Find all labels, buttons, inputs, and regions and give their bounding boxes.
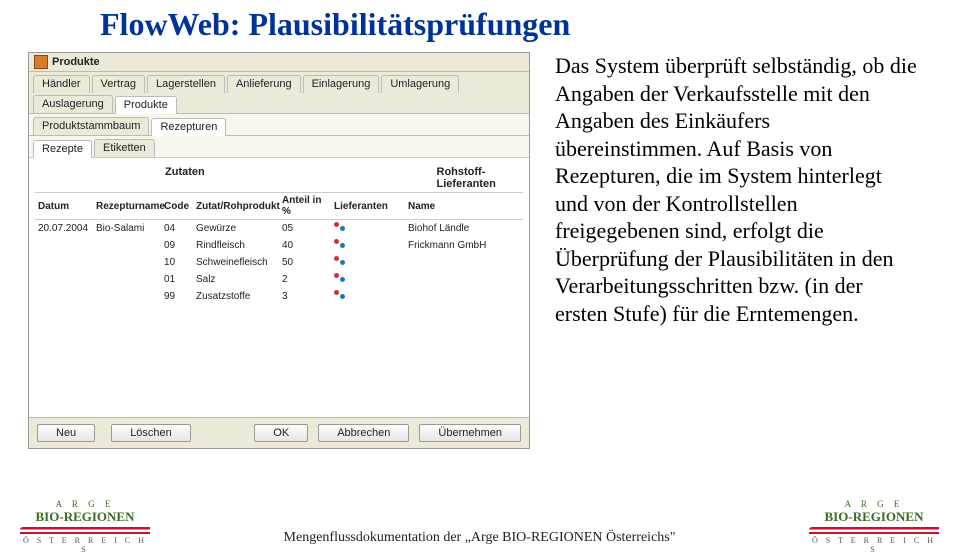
tab-row-main: HändlerVertragLagerstellenAnlieferungEin… (29, 72, 529, 114)
ok-button[interactable]: OK (254, 424, 308, 442)
cell-lieferant-name: Biohof Ländle (405, 220, 523, 238)
supplier-icon (334, 256, 346, 266)
section-label-lieferanten: Rohstoff-Lieferanten (433, 164, 523, 192)
cell-lieferant-name (405, 288, 523, 305)
logo-left: A R G E BIO-REGIONEN Ö S T E R R E I C H… (20, 499, 150, 554)
cell-datum (35, 288, 93, 305)
tab-produkte[interactable]: Produkte (115, 96, 177, 114)
cell-code: 10 (161, 254, 193, 271)
supplier-icon (334, 239, 346, 249)
app-window-title: Produkte (52, 56, 100, 68)
cell-lieferant-name (405, 254, 523, 271)
tab-row-sub2: RezepteEtiketten (29, 136, 529, 158)
cell-anteil: 3 (279, 288, 331, 305)
tab-rezepte[interactable]: Rezepte (33, 140, 92, 158)
tab-händler[interactable]: Händler (33, 75, 90, 93)
cell-datum (35, 237, 93, 254)
cell-datum (35, 271, 93, 288)
neu-button[interactable]: Neu (37, 424, 95, 442)
uebernehmen-button[interactable]: Übernehmen (419, 424, 521, 442)
table-row[interactable]: 10Schweinefleisch50 (35, 254, 523, 271)
supplier-icon (334, 222, 346, 232)
tab-einlagerung[interactable]: Einlagerung (303, 75, 380, 93)
app-icon (34, 55, 48, 69)
col-header: Zutat/Rohprodukt (193, 193, 279, 220)
section-label-zutaten: Zutaten (35, 164, 433, 192)
recipe-table: DatumRezepturnameCodeZutat/RohproduktAnt… (35, 192, 523, 305)
col-header: Datum (35, 193, 93, 220)
loeschen-button[interactable]: Löschen (111, 424, 191, 442)
cell-anteil: 2 (279, 271, 331, 288)
supplier-icon (334, 273, 346, 283)
cell-rezepturname (93, 271, 161, 288)
button-bar: Neu Löschen OK Abbrechen Übernehmen (29, 417, 529, 448)
cell-zutat: Schweinefleisch (193, 254, 279, 271)
cell-lieferanten-icon[interactable] (331, 271, 387, 288)
cell-code: 09 (161, 237, 193, 254)
supplier-icon (334, 290, 346, 300)
cell-lieferanten-icon[interactable] (331, 220, 387, 238)
table-row[interactable]: 99Zusatzstoffe3 (35, 288, 523, 305)
cell-rezepturname (93, 288, 161, 305)
col-header: Code (161, 193, 193, 220)
cell-lieferanten-icon[interactable] (331, 237, 387, 254)
cell-zutat: Rindfleisch (193, 237, 279, 254)
cell-anteil: 40 (279, 237, 331, 254)
logo-right: A R G E BIO-REGIONEN Ö S T E R R E I C H… (809, 499, 939, 554)
tab-row-sub1: ProduktstammbaumRezepturen (29, 114, 529, 136)
tab-vertrag[interactable]: Vertrag (92, 75, 145, 93)
cell-rezepturname (93, 237, 161, 254)
col-header: Name (405, 193, 523, 220)
cell-spacer (387, 237, 405, 254)
cell-lieferant-name (405, 271, 523, 288)
table-row[interactable]: 09Rindfleisch40 Frickmann GmbH (35, 237, 523, 254)
tab-umlagerung[interactable]: Umlagerung (381, 75, 459, 93)
cell-code: 99 (161, 288, 193, 305)
cell-spacer (387, 271, 405, 288)
col-header: Anteil in % (279, 193, 331, 220)
col-header (387, 193, 405, 220)
cell-lieferanten-icon[interactable] (331, 254, 387, 271)
cell-code: 01 (161, 271, 193, 288)
tab-lagerstellen[interactable]: Lagerstellen (147, 75, 225, 93)
cell-spacer (387, 220, 405, 238)
col-header: Lieferanten (331, 193, 387, 220)
tab-anlieferung[interactable]: Anlieferung (227, 75, 301, 93)
cell-anteil: 50 (279, 254, 331, 271)
cell-rezepturname (93, 254, 161, 271)
app-titlebar: Produkte (29, 53, 529, 72)
abbrechen-button[interactable]: Abbrechen (318, 424, 409, 442)
table-row[interactable]: 20.07.2004Bio-Salami04Gewürze05 Biohof Lä… (35, 220, 523, 238)
app-window: Produkte HändlerVertragLagerstellenAnlie… (28, 52, 530, 449)
cell-zutat: Salz (193, 271, 279, 288)
cell-zutat: Gewürze (193, 220, 279, 238)
cell-rezepturname: Bio-Salami (93, 220, 161, 238)
col-header: Rezepturname (93, 193, 161, 220)
grid-area: Zutaten Rohstoff-Lieferanten DatumRezept… (29, 158, 529, 417)
cell-datum (35, 254, 93, 271)
tab-rezepturen[interactable]: Rezepturen (151, 118, 226, 136)
cell-lieferanten-icon[interactable] (331, 288, 387, 305)
cell-anteil: 05 (279, 220, 331, 238)
tab-etiketten[interactable]: Etiketten (94, 139, 155, 157)
tab-auslagerung[interactable]: Auslagerung (33, 95, 113, 113)
cell-lieferant-name: Frickmann GmbH (405, 237, 523, 254)
cell-spacer (387, 288, 405, 305)
table-row[interactable]: 01Salz2 (35, 271, 523, 288)
cell-zutat: Zusatzstoffe (193, 288, 279, 305)
body-paragraph: Das System überprüft selbständig, ob die… (555, 52, 920, 327)
cell-datum: 20.07.2004 (35, 220, 93, 238)
cell-spacer (387, 254, 405, 271)
cell-code: 04 (161, 220, 193, 238)
slide-title: FlowWeb: Plausibilitätsprüfungen (100, 6, 570, 43)
tab-produktstammbaum[interactable]: Produktstammbaum (33, 117, 149, 135)
